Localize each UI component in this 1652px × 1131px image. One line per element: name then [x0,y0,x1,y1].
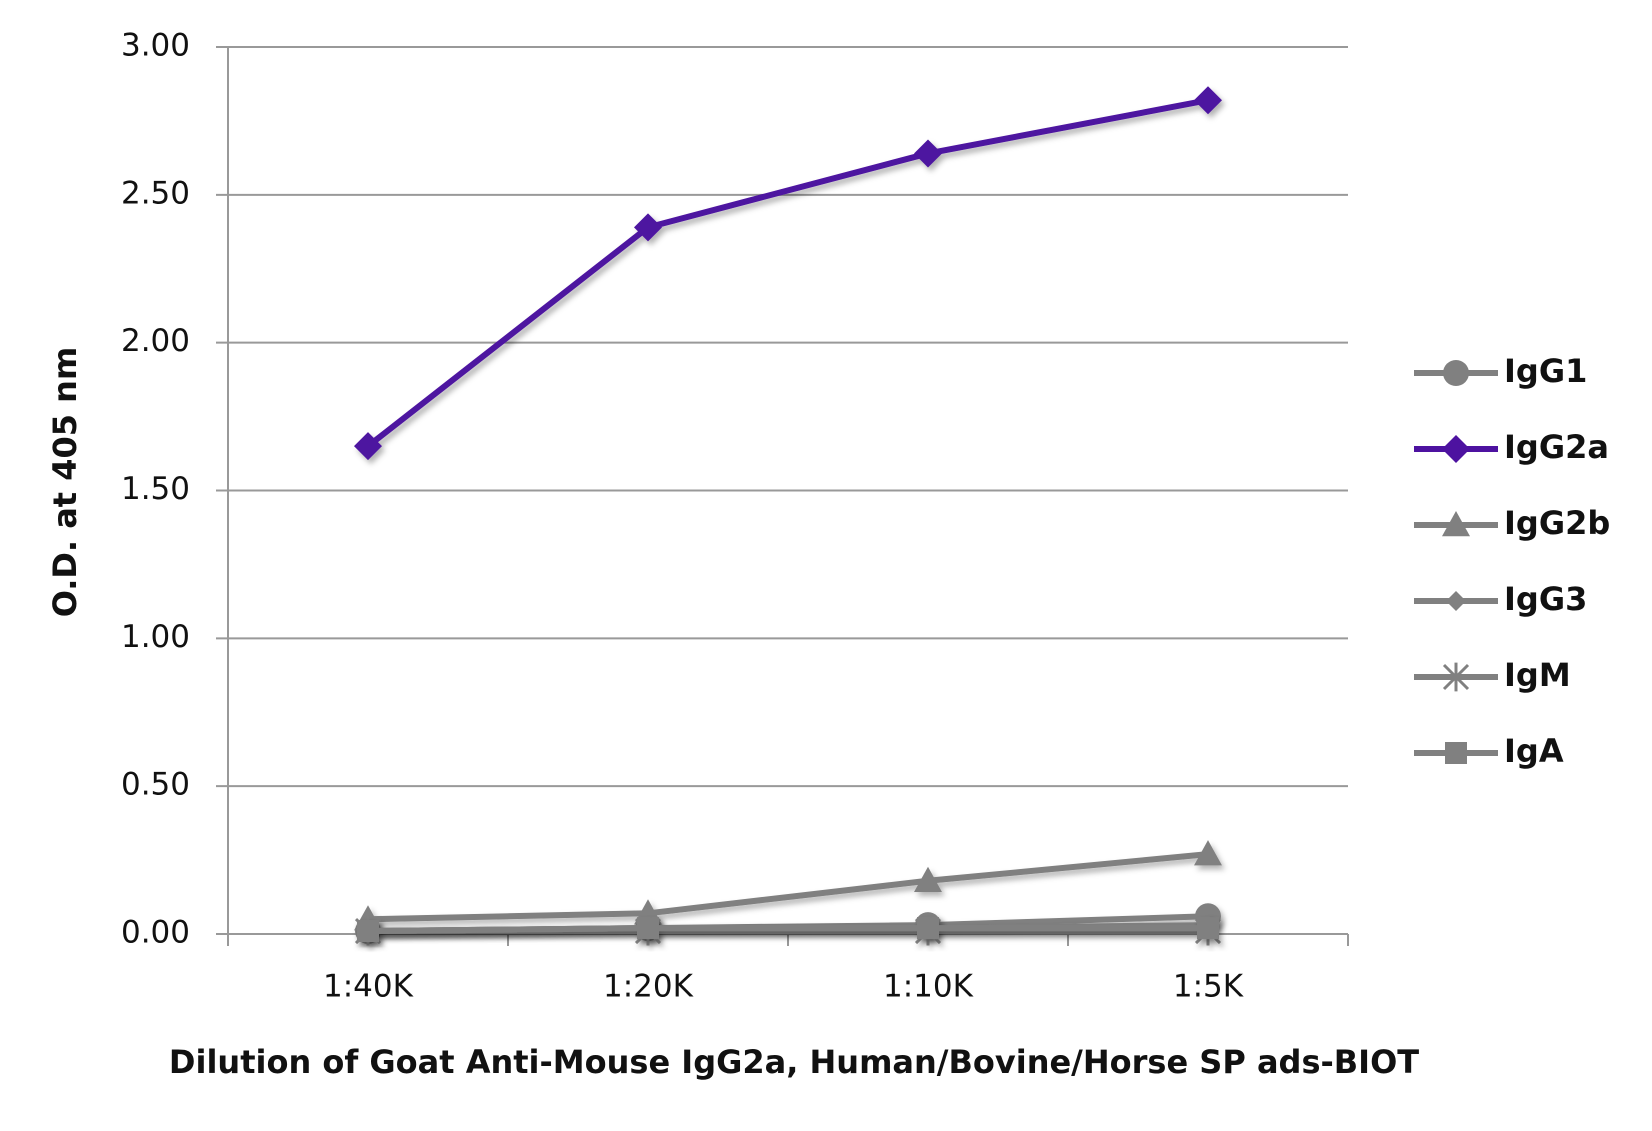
line [367,925,1208,935]
marker [914,866,942,892]
x-tick-label: 1:20K [603,969,694,1005]
y-tick-label: 3.00 [121,28,190,64]
marker [1445,742,1467,764]
legend-label: IgG3 [1504,580,1587,618]
marker [354,432,382,461]
marker [1197,917,1219,940]
marker [634,213,662,242]
series [354,840,1222,931]
y-tick-label: 0.50 [121,767,190,803]
y-tick-label: 2.00 [121,323,190,359]
x-tick-label: 1:10K [883,969,974,1005]
legend-label: IgG2a [1504,428,1609,466]
y-tick-label: 0.00 [121,915,190,951]
y-tick-label: 2.50 [121,175,190,211]
marker [1194,86,1222,115]
marker [357,920,379,943]
series [354,86,1222,461]
marker [1442,511,1470,537]
legend-label: IgA [1504,732,1564,770]
x-tick-label: 1:40K [323,969,414,1005]
marker [1443,360,1469,386]
marker [1442,662,1470,692]
line [367,851,1209,923]
y-tick-label: 1.00 [121,619,190,655]
legend-label: IgG1 [1504,352,1587,390]
legend-label: IgM [1504,656,1571,694]
marker [1194,840,1222,866]
legend-label: IgG2b [1504,504,1610,542]
series [357,917,1219,943]
marker [637,917,659,940]
marker [1446,591,1466,611]
y-tick-label: 1.50 [121,471,190,507]
marker [914,139,942,168]
y-axis-title: O.D. at 405 nm [46,347,84,618]
x-axis-title: Dilution of Goat Anti-Mouse IgG2a, Human… [169,1043,1419,1081]
x-tick-label: 1:5K [1173,969,1244,1005]
line [366,97,1209,449]
marker [1442,435,1470,463]
marker [917,917,939,940]
